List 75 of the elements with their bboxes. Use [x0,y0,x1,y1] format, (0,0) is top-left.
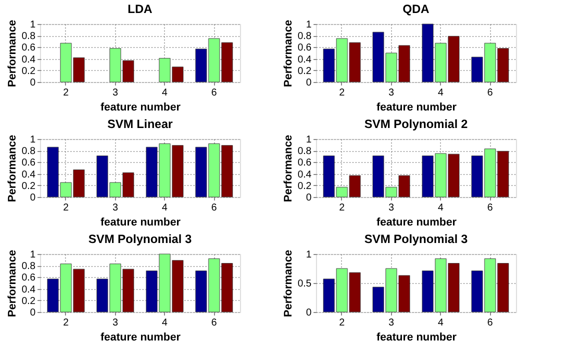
x-tick-label: 4 [162,202,168,214]
y-tick-label: 0 [30,78,36,88]
x-tick-label: 3 [388,202,395,214]
y-tick-label: 1 [30,250,36,260]
y-tick-label: 0.4 [298,169,312,180]
y-tick-label: 0 [306,192,312,204]
x-axis-title: feature number [376,102,458,114]
y-tick-label: 1 [30,20,36,30]
x-tick-label: 3 [388,88,395,98]
x-tick-label: 6 [211,88,218,98]
x-tick-label: 3 [112,202,119,214]
x-axis-title: feature number [100,102,182,114]
y-tick-label: 1 [306,250,312,260]
y-tick-label: 0.8 [22,261,36,272]
x-tick-label: 3 [388,318,395,328]
y-tick-label: 0.8 [298,146,312,158]
x-tick-label: 6 [211,202,218,214]
y-tick-label: 0.6 [298,158,312,169]
x-tick-label: 2 [63,88,70,98]
chart-title: SVM Linear [107,117,173,131]
y-tick-label: 0.6 [298,42,312,54]
x-tick-label: 3 [112,318,119,328]
y-tick-label: 0 [306,78,312,88]
x-tick-label: 4 [438,202,444,214]
y-axis-title: Performance [6,20,19,88]
y-axis-title: Performance [6,134,19,202]
y-axis-title: Performance [282,20,295,88]
y-tick-label: 0.4 [22,54,36,66]
y-tick-label: 0.4 [22,284,36,296]
y-axis-title: Performance [6,250,19,318]
y-tick-label: 0.6 [22,42,36,54]
x-tick-label: 2 [63,202,70,214]
x-tick-label: 2 [63,318,70,328]
x-axis-title: feature number [100,332,182,344]
y-tick-label: 0 [306,308,312,318]
x-tick-label: 4 [162,318,168,328]
x-tick-label: 6 [487,88,494,98]
chart-title: QDA [402,2,430,16]
y-tick-label: 0.8 [22,31,36,42]
y-tick-label: 0.2 [22,296,36,307]
y-tick-label: 0.6 [22,158,36,169]
y-axis-title: Performance [282,134,295,202]
x-tick-label: 4 [438,88,444,98]
x-tick-label: 2 [339,318,346,328]
chart-title: SVM Polynomial 2 [364,117,468,131]
x-axis-title: feature number [100,216,182,228]
y-tick-label: 0 [30,192,36,204]
y-tick-label: 0.2 [298,180,312,192]
x-tick-label: 2 [339,202,346,214]
chart-title: SVM Polynomial 3 [364,232,468,246]
y-tick-label: 0.8 [298,31,312,42]
y-tick-label: 0.2 [22,66,36,77]
y-tick-label: 0.8 [22,146,36,158]
y-tick-label: 0.4 [22,169,36,180]
x-tick-label: 4 [438,318,444,328]
x-tick-label: 2 [339,88,346,98]
y-tick-label: 1 [306,134,312,146]
x-tick-label: 3 [112,88,119,98]
chart-title: SVM Polynomial 3 [88,232,192,246]
y-tick-label: 1 [30,134,36,146]
x-tick-label: 6 [487,318,494,328]
x-tick-label: 6 [211,318,218,328]
y-tick-label: 0 [30,308,36,318]
x-tick-label: 4 [162,88,168,98]
y-tick-label: 0.5 [298,278,312,290]
y-axis-title: Performance [282,250,295,318]
x-tick-label: 6 [487,202,494,214]
y-tick-label: 0.2 [298,66,312,77]
y-tick-label: 0.6 [22,272,36,284]
chart-title: LDA [128,2,153,16]
y-tick-label: 0.4 [298,54,312,66]
x-axis-title: feature number [376,216,458,228]
y-tick-label: 1 [306,20,312,30]
y-tick-label: 0.2 [22,180,36,192]
x-axis-title: feature number [376,332,458,344]
